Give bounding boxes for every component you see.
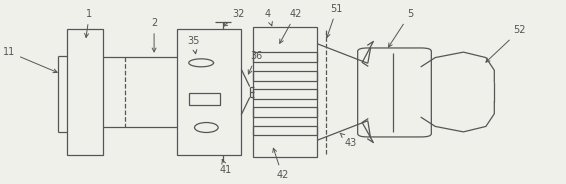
- Text: 32: 32: [224, 9, 245, 26]
- Bar: [252, 125, 317, 135]
- Text: 51: 51: [326, 4, 343, 38]
- Text: 41: 41: [220, 160, 232, 175]
- Bar: [177, 29, 241, 155]
- Text: 5: 5: [388, 9, 413, 47]
- Bar: [252, 89, 317, 99]
- Text: 11: 11: [3, 47, 57, 73]
- Text: 35: 35: [187, 36, 200, 54]
- Bar: [252, 52, 317, 62]
- Text: 42: 42: [280, 9, 302, 43]
- Text: 1: 1: [85, 9, 92, 37]
- Bar: [252, 107, 317, 117]
- Bar: [189, 93, 220, 105]
- Text: 42: 42: [273, 148, 289, 180]
- Text: 4: 4: [265, 9, 272, 26]
- Text: 2: 2: [151, 18, 157, 52]
- Bar: [67, 29, 104, 155]
- Text: 52: 52: [486, 25, 526, 62]
- Text: 43: 43: [340, 133, 357, 148]
- Bar: [252, 27, 317, 157]
- Text: 36: 36: [248, 51, 263, 74]
- Bar: [252, 71, 317, 81]
